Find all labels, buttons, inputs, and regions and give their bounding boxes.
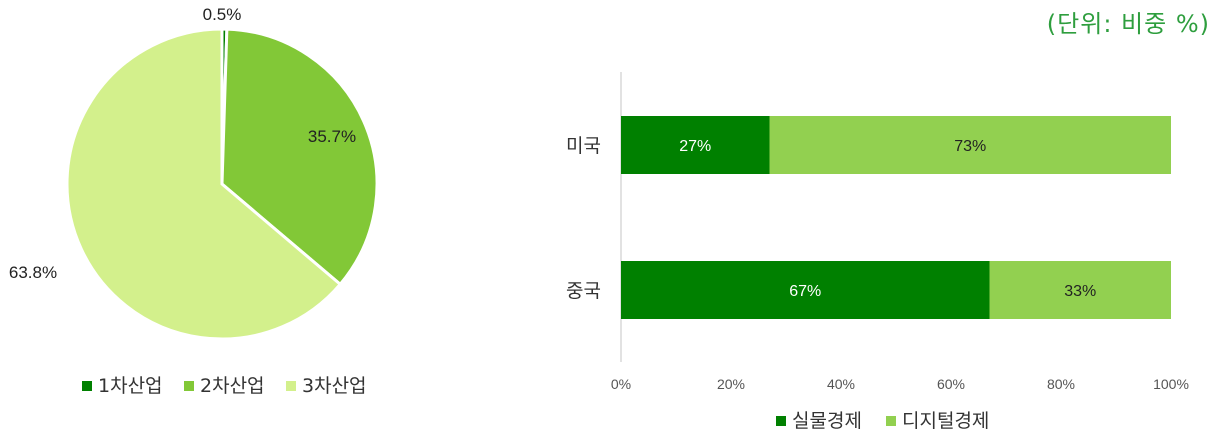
pie-data-label-3: 63.8% <box>9 263 57 282</box>
pie-chart: 0.5% 35.7% 63.8% <box>9 5 379 341</box>
x-tick-label-3: 40% <box>827 376 855 392</box>
bar-legend: 실물경제 디지털경제 <box>776 410 989 432</box>
bar-chart: 미국 27% 73% 중국 67% 33% 0% 20% 40% 60% 80% 100% <box>566 72 1189 392</box>
x-tick-label-2: 20% <box>717 376 745 392</box>
pie-slice-3 <box>65 27 343 341</box>
legend-swatch-1 <box>82 381 92 391</box>
bar-legend-swatch-1 <box>776 416 786 426</box>
bar-1-1 <box>621 116 770 174</box>
bar-data-label-1-2: 73% <box>954 138 986 155</box>
legend-swatch-2 <box>184 381 194 391</box>
bar-data-label-1-1: 27% <box>679 138 711 155</box>
bar-legend-label-1: 실물경제 <box>792 410 862 432</box>
x-tick-label-6: 100% <box>1153 376 1189 392</box>
x-tick-label-1: 0% <box>611 376 631 392</box>
x-tick-label-4: 60% <box>937 376 965 392</box>
pie-slice-2 <box>220 27 379 287</box>
x-tick-label-5: 80% <box>1047 376 1075 392</box>
pie-data-label-2: 35.7% <box>308 127 356 146</box>
pie-data-label-1: 0.5% <box>203 5 242 24</box>
bar-1-2 <box>769 116 1171 174</box>
legend-label-1: 1차산업 <box>98 375 163 397</box>
bar-legend-label-2: 디지털경제 <box>902 410 989 432</box>
legend-label-3: 3차산업 <box>302 375 367 397</box>
bar-2-2 <box>989 261 1171 319</box>
unit-label: (단위: 비중 %) <box>1046 10 1210 38</box>
category-label-2: 중국 <box>566 280 601 302</box>
legend-swatch-3 <box>286 381 296 391</box>
bar-legend-swatch-2 <box>886 416 896 426</box>
category-label-1: 미국 <box>566 135 601 157</box>
legend-label-2: 2차산업 <box>200 375 265 397</box>
pie-legend: 1차산업 2차산업 3차산업 <box>82 375 367 397</box>
bar-data-label-2-2: 33% <box>1064 283 1096 300</box>
bar-2-1 <box>621 261 990 319</box>
bar-data-label-2-1: 67% <box>789 283 821 300</box>
